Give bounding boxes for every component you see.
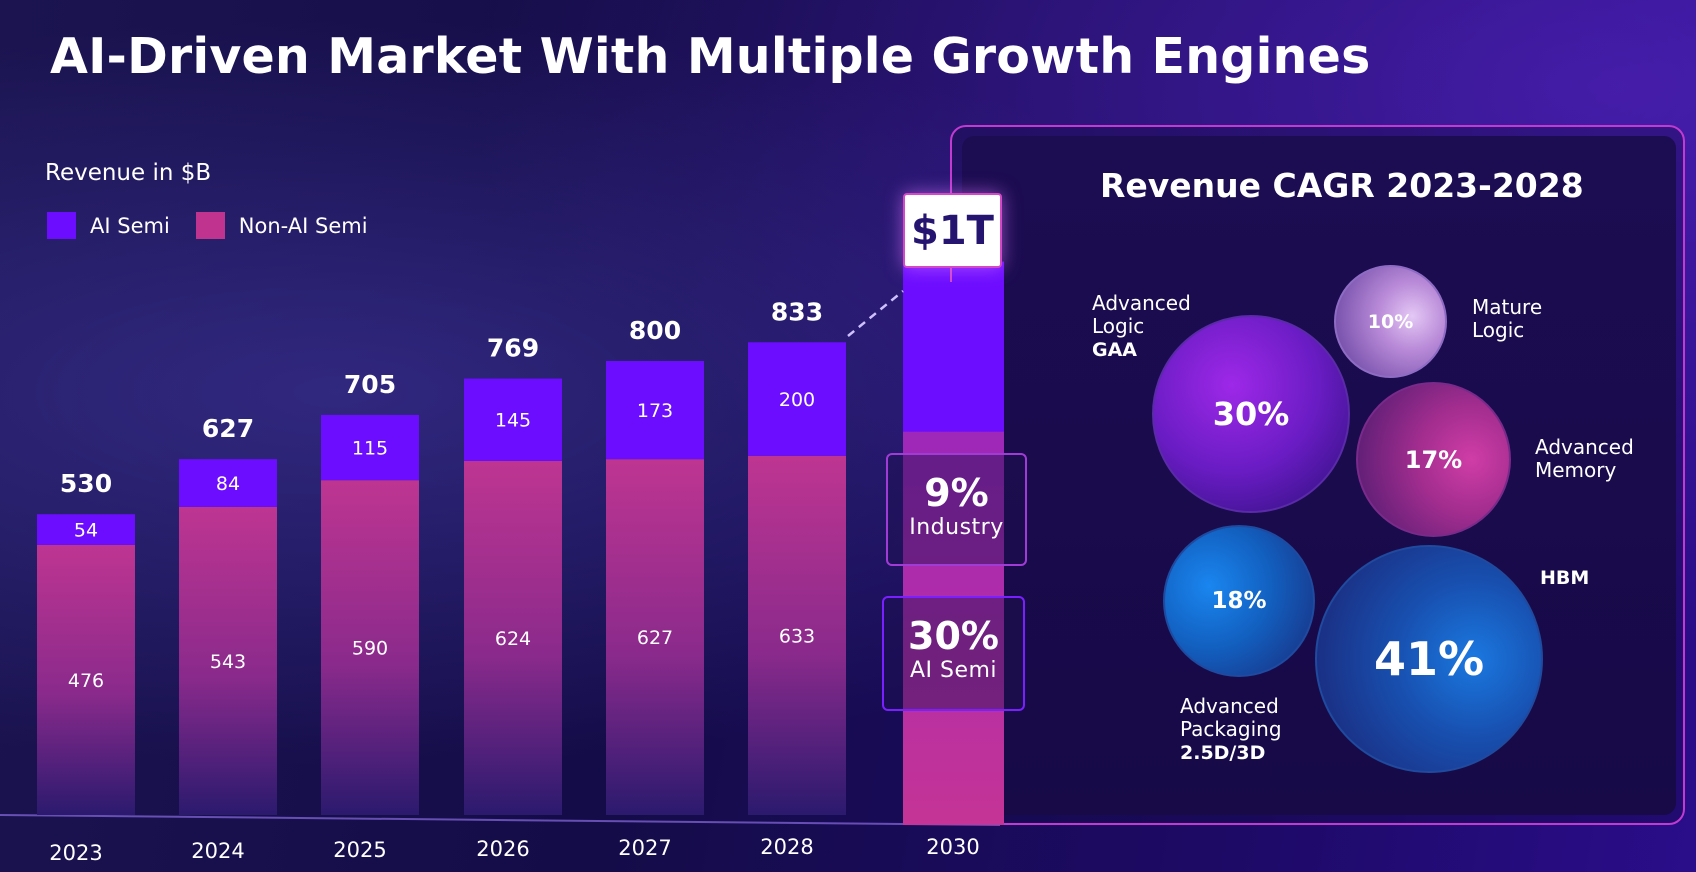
callout-industry-label: Industry bbox=[909, 515, 1004, 540]
label-non-ai-2023: 476 bbox=[68, 670, 104, 692]
label-total-2026: 769 bbox=[487, 334, 539, 363]
bubble-advanced-memory: 17% bbox=[1356, 382, 1511, 537]
label-ai-2028: 200 bbox=[779, 389, 815, 411]
legend-swatch-ai bbox=[47, 212, 76, 239]
label-ai-2024: 84 bbox=[216, 473, 240, 495]
bar-non-ai-2025 bbox=[321, 480, 419, 815]
legend-item-non-ai: Non-AI Semi bbox=[195, 212, 368, 239]
bubble-hbm: 41% bbox=[1315, 545, 1543, 773]
bar-ai-2025 bbox=[321, 414, 419, 481]
page-title: AI-Driven Market With Multiple Growth En… bbox=[50, 28, 1371, 85]
label-hbm-text: HBM bbox=[1540, 567, 1590, 589]
bubble-advanced-logic-pct: 30% bbox=[1212, 395, 1290, 433]
legend-item-ai: AI Semi bbox=[47, 212, 170, 239]
label-mature-logic: Mature Logic bbox=[1472, 296, 1542, 342]
label-advanced-logic-line1: Advanced bbox=[1092, 291, 1191, 315]
label-year-2028: 2028 bbox=[760, 835, 813, 859]
label-advanced-packaging-line3: 2.5D/3D bbox=[1180, 742, 1266, 764]
bar-ai-2023 bbox=[37, 514, 135, 545]
bar-ai-2028 bbox=[748, 342, 846, 456]
bubble-mature-logic: 10% bbox=[1334, 265, 1447, 378]
label-advanced-logic-line3: GAA bbox=[1092, 339, 1138, 361]
bar-ai-2026 bbox=[464, 378, 562, 461]
bar-ai-2027 bbox=[606, 361, 704, 460]
bubble-advanced-memory-pct: 17% bbox=[1404, 445, 1463, 474]
label-non-ai-2028: 633 bbox=[779, 625, 815, 647]
label-ai-2026: 145 bbox=[495, 410, 531, 432]
label-year-2027: 2027 bbox=[618, 836, 671, 860]
label-mature-logic-line2: Logic bbox=[1472, 318, 1525, 342]
label-year-2025: 2025 bbox=[333, 838, 386, 862]
legend-label-non-ai: Non-AI Semi bbox=[238, 213, 368, 238]
bubble-advanced-packaging-pct: 18% bbox=[1211, 588, 1267, 614]
cagr-title: Revenue CAGR 2023-2028 bbox=[1100, 166, 1584, 205]
label-ai-2023: 54 bbox=[74, 520, 98, 542]
callout-ai-semi-label: AI Semi bbox=[909, 658, 998, 683]
trend-dashed-line bbox=[847, 290, 904, 337]
callout-ai-semi-pct: 30% bbox=[908, 614, 999, 658]
bar-non-ai-2026 bbox=[464, 460, 562, 815]
label-advanced-packaging: Advanced Packaging 2.5D/3D bbox=[1180, 695, 1282, 765]
label-hbm: HBM bbox=[1540, 566, 1589, 590]
bar-non-ai-2027 bbox=[606, 459, 704, 815]
legend-label-ai: AI Semi bbox=[90, 213, 170, 238]
label-ai-2027: 173 bbox=[637, 400, 673, 422]
label-advanced-memory: Advanced Memory bbox=[1535, 436, 1634, 482]
callout-ai-semi: 30% AI Semi bbox=[882, 596, 1025, 711]
label-advanced-packaging-line2: Packaging bbox=[1180, 717, 1282, 741]
bubble-advanced-packaging: 18% bbox=[1163, 525, 1315, 677]
legend: AI Semi Non-AI Semi bbox=[47, 212, 394, 239]
legend-swatch-non-ai bbox=[195, 212, 225, 239]
label-advanced-logic-line2: Logic bbox=[1092, 314, 1145, 338]
bar-non-ai-2023 bbox=[37, 544, 135, 815]
label-ai-2025: 115 bbox=[352, 438, 388, 460]
chart-baseline bbox=[0, 814, 1001, 826]
label-mature-logic-line1: Mature bbox=[1472, 295, 1543, 319]
callout-industry: 9% Industry bbox=[886, 453, 1027, 566]
bubble-hbm-pct: 41% bbox=[1373, 632, 1485, 686]
bar-2030-ai-top bbox=[903, 261, 1004, 432]
label-advanced-packaging-line1: Advanced bbox=[1180, 694, 1279, 718]
label-total-2027: 800 bbox=[629, 316, 681, 345]
projection-badge: $1T bbox=[903, 193, 1002, 268]
label-total-2025: 705 bbox=[344, 370, 396, 399]
bar-ai-2024 bbox=[179, 459, 277, 507]
bar-non-ai-2024 bbox=[179, 506, 277, 815]
label-non-ai-2024: 543 bbox=[210, 651, 246, 673]
bubble-mature-logic-pct: 10% bbox=[1367, 310, 1414, 333]
revenue-label: Revenue in $B bbox=[45, 160, 212, 186]
label-non-ai-2025: 590 bbox=[352, 638, 388, 660]
label-advanced-memory-line1: Advanced bbox=[1535, 435, 1634, 459]
label-total-2028: 833 bbox=[771, 297, 823, 326]
label-advanced-memory-line2: Memory bbox=[1535, 458, 1617, 482]
label-total-2023: 530 bbox=[60, 469, 112, 498]
label-advanced-logic: Advanced Logic GAA bbox=[1092, 292, 1191, 362]
label-non-ai-2026: 624 bbox=[495, 628, 531, 650]
bar-non-ai-2028 bbox=[748, 455, 846, 815]
label-year-2024: 2024 bbox=[191, 839, 244, 863]
label-year-2026: 2026 bbox=[476, 837, 529, 861]
label-year-2030: 2030 bbox=[926, 835, 979, 859]
bubble-advanced-logic: 30% bbox=[1152, 315, 1350, 513]
label-total-2024: 627 bbox=[202, 414, 254, 443]
label-year-2023: 2023 bbox=[49, 841, 102, 865]
callout-industry-pct: 9% bbox=[924, 471, 989, 515]
label-non-ai-2027: 627 bbox=[637, 627, 673, 649]
